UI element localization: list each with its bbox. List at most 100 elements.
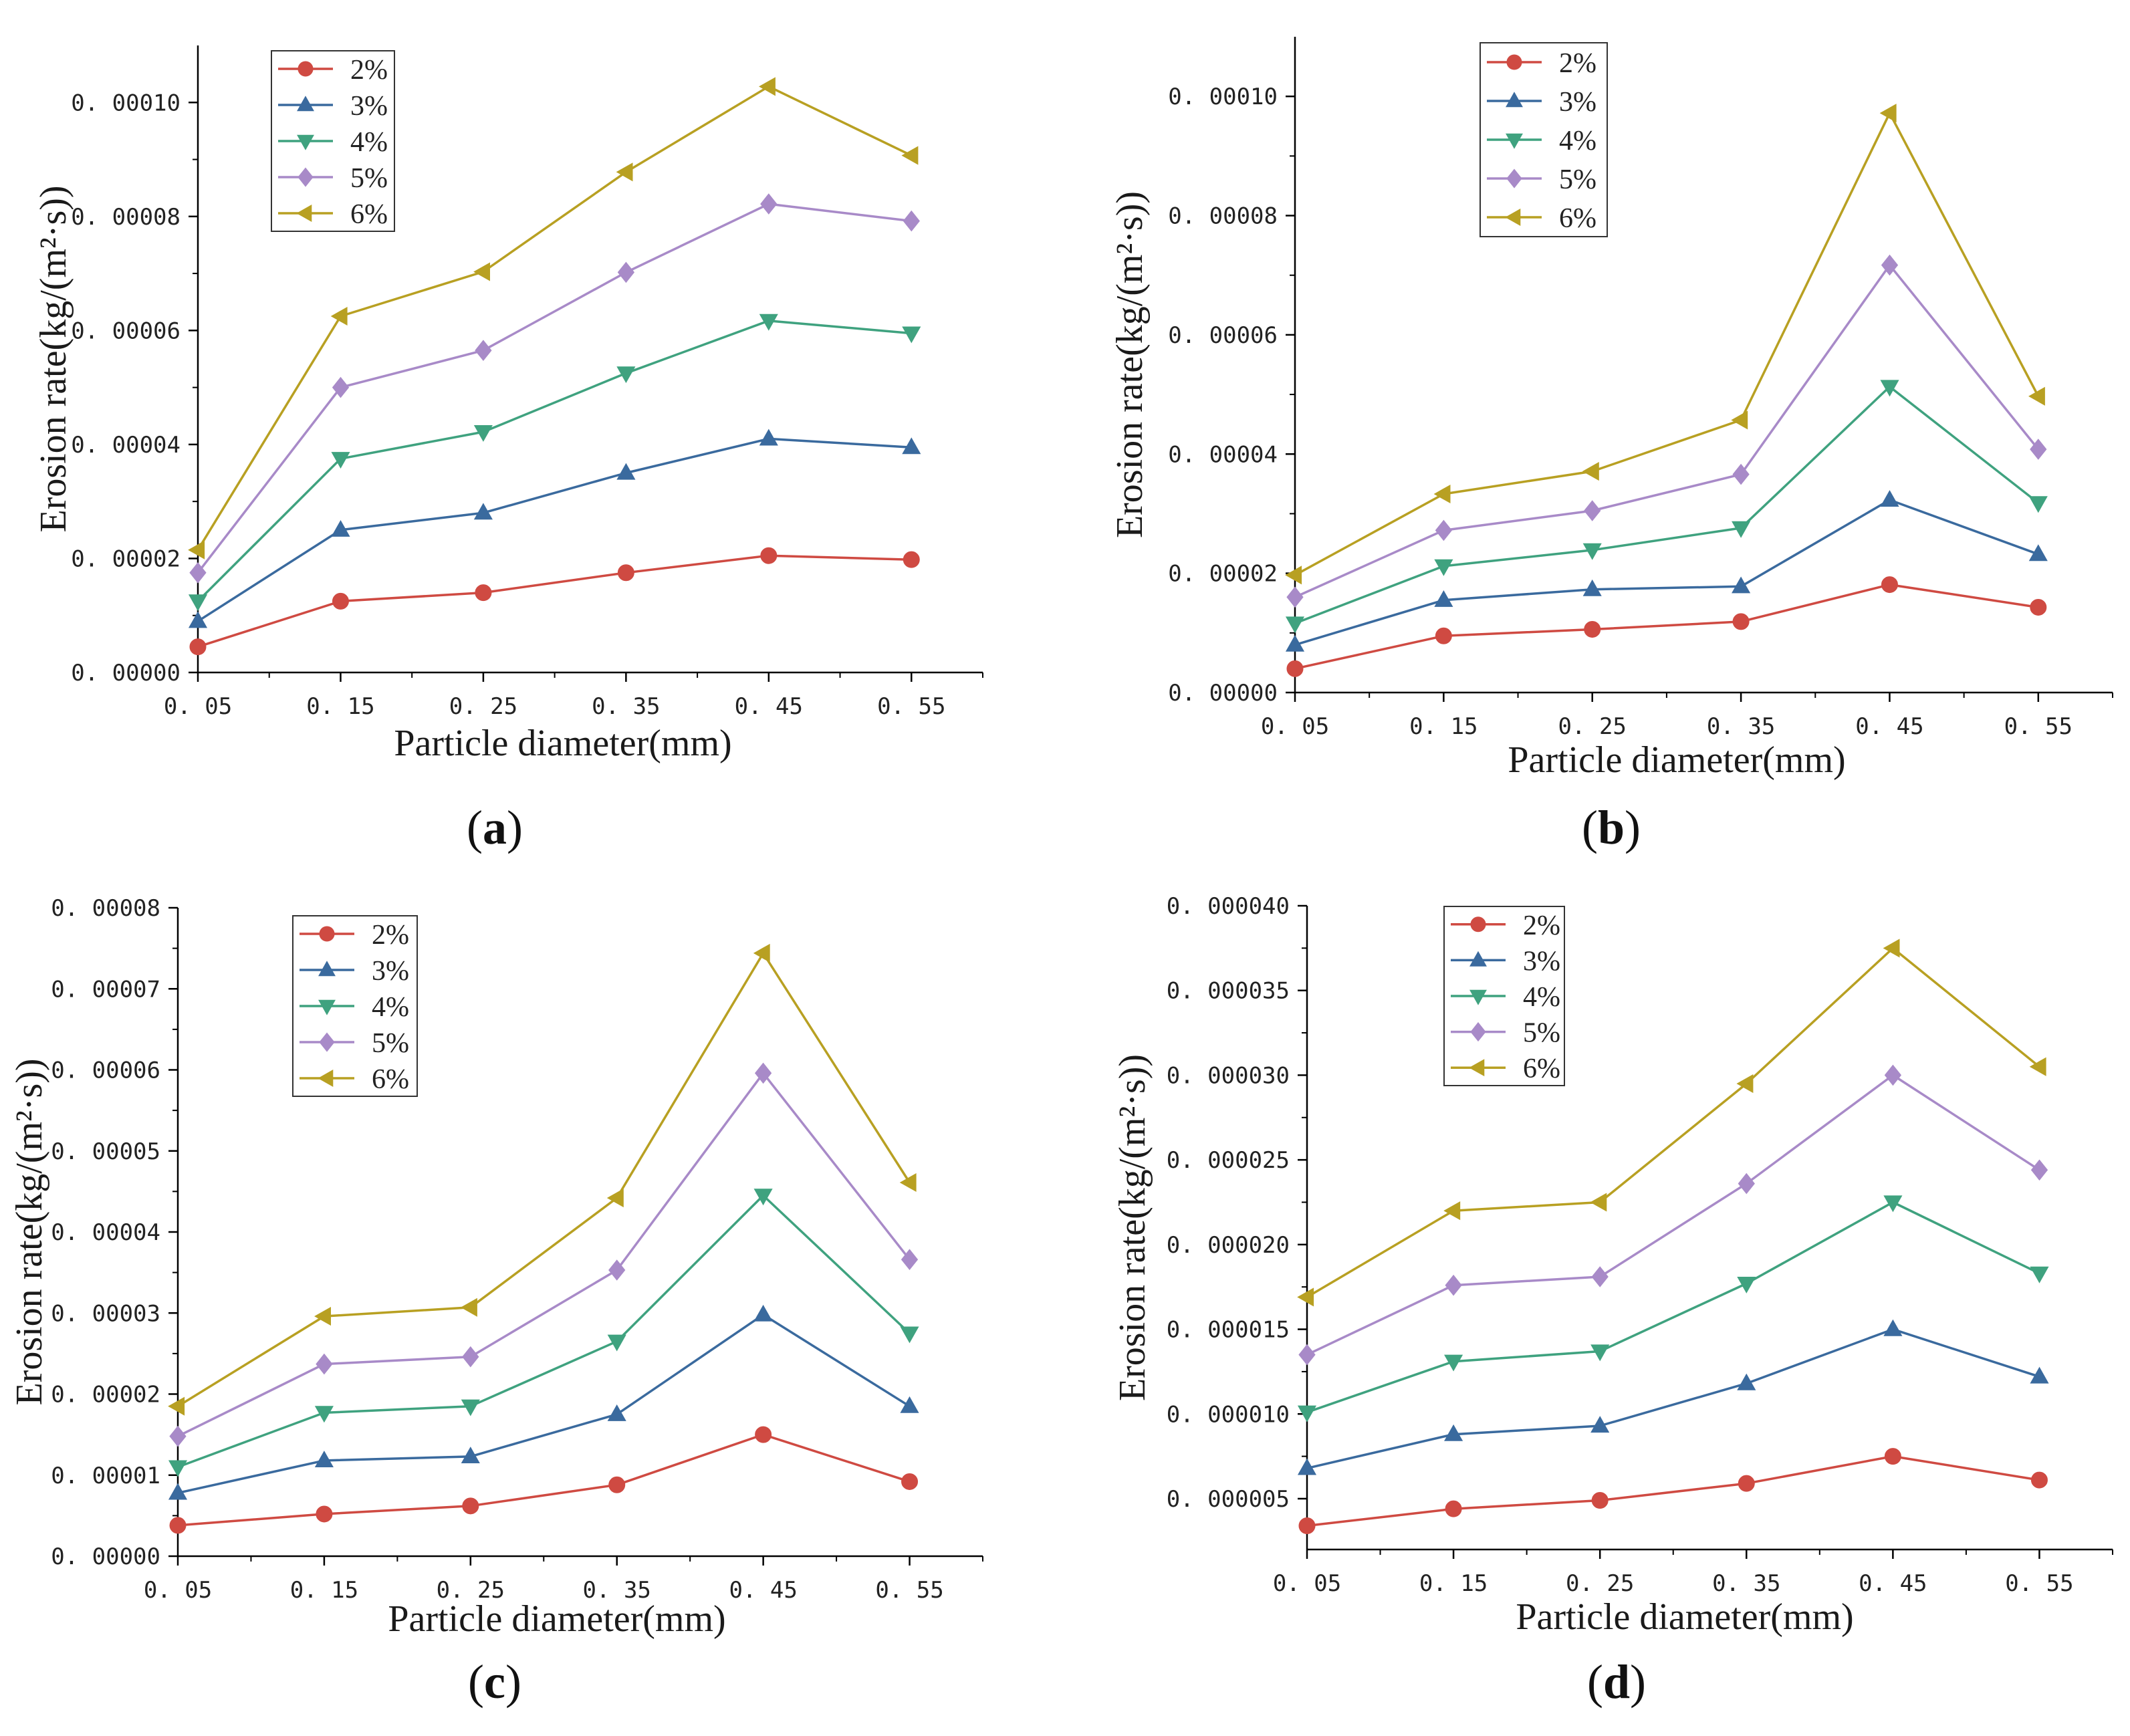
data-point-5pct xyxy=(2030,1159,2048,1181)
x-tick-label: 0. 25 xyxy=(1566,1570,1634,1597)
y-tick-label: 0. 000015 xyxy=(1167,1317,1290,1344)
data-point-5pct xyxy=(332,376,350,398)
panel-caption-close-paren: ) xyxy=(507,801,523,854)
series-line-5pct xyxy=(1306,1074,2040,1356)
x-tick-label: 0. 45 xyxy=(1855,713,1923,740)
y-tick-label: 0. 00002 xyxy=(71,545,181,572)
x-tick-label: 0. 35 xyxy=(1712,1570,1780,1597)
data-point-3pct xyxy=(1285,634,1305,652)
data-point-5pct xyxy=(754,1062,772,1084)
legend-label-3pct: 3% xyxy=(1523,946,1560,977)
series-line-6pct xyxy=(177,952,911,1408)
series-line-4pct xyxy=(1294,385,2039,625)
data-point-4pct xyxy=(1297,1405,1317,1422)
panel-caption-close-paren: ) xyxy=(1625,801,1641,854)
y-tick-label: 0. 00006 xyxy=(1168,322,1278,349)
data-point-3pct xyxy=(1737,1373,1756,1390)
data-point-2pct xyxy=(755,1426,772,1443)
data-point-5pct xyxy=(169,1425,187,1447)
legend-label-4pct: 4% xyxy=(350,127,388,158)
x-tick-label: 0. 25 xyxy=(1558,713,1627,740)
y-tick-label: 0. 00008 xyxy=(71,204,181,231)
panel-caption-open-paren: ( xyxy=(1587,1655,1603,1709)
data-point-2pct xyxy=(189,638,207,656)
chart-panel-c: 0. 00000 0. 00001 0. 00002 0. 00003 0. 00004… xyxy=(9,895,983,1709)
y-tick-label: 0. 00002 xyxy=(1168,561,1278,588)
x-tick-label: 0. 05 xyxy=(164,693,232,720)
y-tick-label: 0. 00008 xyxy=(51,895,160,922)
data-point-4pct xyxy=(1880,380,1899,397)
data-point-2pct xyxy=(901,1473,919,1490)
data-point-3pct xyxy=(314,1451,334,1467)
x-tick-label: 0. 45 xyxy=(1859,1570,1927,1597)
data-point-4pct xyxy=(188,594,208,612)
data-point-6pct xyxy=(1582,462,1599,481)
data-point-4pct xyxy=(607,1334,626,1352)
legend-label-3pct: 3% xyxy=(372,956,409,987)
legend-marker xyxy=(318,999,336,1015)
series-line-3pct xyxy=(1294,499,2039,646)
legend-label-2pct: 2% xyxy=(1559,48,1596,79)
panel-caption-close-paren: ) xyxy=(505,1655,521,1709)
data-point-6pct xyxy=(330,306,348,326)
data-point-2pct xyxy=(332,592,349,610)
y-tick-label: 0. 000025 xyxy=(1167,1147,1290,1174)
x-tick-label: 0. 55 xyxy=(877,693,945,720)
series-line-6pct xyxy=(197,85,913,551)
data-point-2pct xyxy=(2030,598,2047,616)
legend-label-2pct: 2% xyxy=(1523,910,1560,941)
data-point-5pct xyxy=(1881,254,1899,276)
data-point-4pct xyxy=(314,1406,334,1423)
x-tick-label: 0. 05 xyxy=(1273,1570,1341,1597)
y-tick-label: 0. 000040 xyxy=(1167,893,1290,920)
data-point-4pct xyxy=(1732,521,1751,538)
data-point-2pct xyxy=(1591,1492,1609,1509)
data-point-3pct xyxy=(188,611,208,628)
series-line-5pct xyxy=(197,203,912,574)
x-tick-label: 0. 45 xyxy=(729,1577,797,1604)
legend-marker xyxy=(298,61,314,77)
x-tick-label: 0. 35 xyxy=(592,693,660,720)
legend-marker xyxy=(1469,951,1487,967)
x-tick-label: 0. 25 xyxy=(437,1577,505,1604)
y-axis-title: Erosion rate(kg/(m²·s)) xyxy=(1112,1054,1153,1401)
data-point-3pct xyxy=(1297,1458,1317,1475)
data-point-4pct xyxy=(461,1399,480,1416)
y-tick-label: 0. 00000 xyxy=(71,660,181,687)
data-point-6pct xyxy=(1297,1287,1314,1307)
legend-label-2pct: 2% xyxy=(350,55,388,86)
y-tick-label: 0. 00004 xyxy=(1168,441,1278,468)
y-tick-label: 0. 00003 xyxy=(51,1300,160,1327)
data-point-4pct xyxy=(1883,1195,1903,1213)
data-point-6pct xyxy=(1736,1074,1754,1094)
y-axis-title: Erosion rate(kg/(m²·s)) xyxy=(1109,191,1151,538)
legend-marker xyxy=(297,134,314,150)
x-tick-label: 0. 25 xyxy=(449,693,517,720)
legend-label-5pct: 5% xyxy=(1559,164,1596,195)
data-point-5pct xyxy=(608,1259,626,1281)
x-tick-label: 0. 15 xyxy=(1409,713,1477,740)
panel-caption-letter: d xyxy=(1603,1655,1630,1709)
data-point-2pct xyxy=(1298,1517,1316,1535)
y-axis-title: Erosion rate(kg/(m²·s)) xyxy=(33,185,74,532)
data-point-5pct xyxy=(617,261,635,283)
series-line-2pct xyxy=(197,554,912,648)
legend-marker xyxy=(1506,54,1522,70)
legend-marker xyxy=(1469,1059,1485,1077)
legend-label-2pct: 2% xyxy=(372,920,409,951)
data-point-2pct xyxy=(1286,660,1304,677)
y-tick-label: 0. 00000 xyxy=(51,1543,160,1570)
y-tick-label: 0. 00004 xyxy=(71,432,181,459)
data-point-6pct xyxy=(606,1189,624,1208)
data-point-5pct xyxy=(2030,439,2047,460)
data-point-5pct xyxy=(903,210,920,232)
data-point-3pct xyxy=(753,1304,773,1322)
data-point-2pct xyxy=(1732,613,1750,630)
legend-marker xyxy=(1470,1021,1486,1042)
panel-caption-letter: a xyxy=(483,801,507,854)
data-point-5pct xyxy=(1884,1064,1902,1086)
data-point-3pct xyxy=(1732,576,1751,594)
data-point-6pct xyxy=(1883,939,1900,958)
data-point-4pct xyxy=(331,452,350,469)
legend-label-3pct: 3% xyxy=(350,91,388,122)
